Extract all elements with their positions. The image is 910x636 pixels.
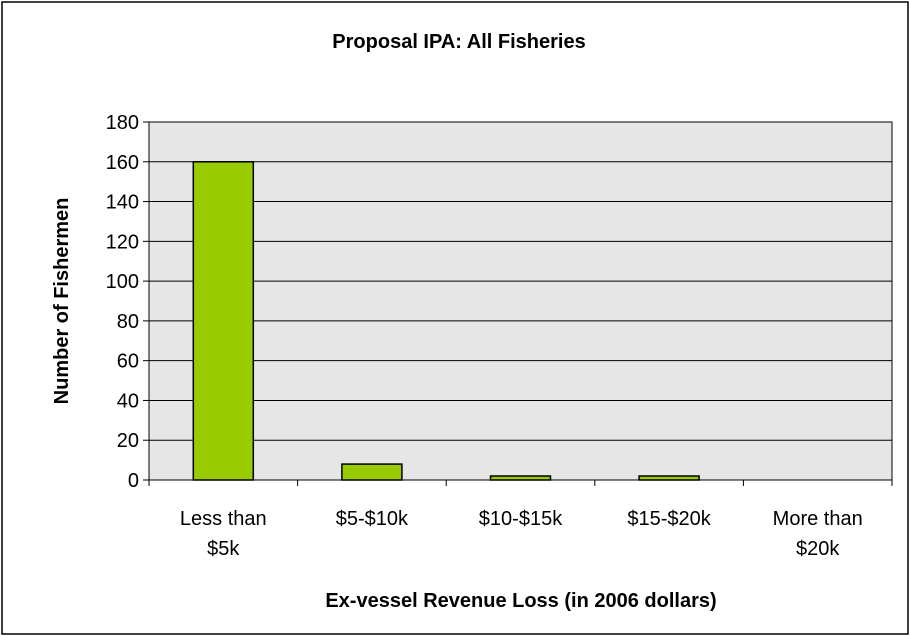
x-tick-label: $5-$10k (336, 508, 409, 530)
x-tick-label: More than (773, 508, 863, 530)
y-tick-label: 0 (128, 470, 139, 492)
bar-0 (192, 161, 255, 481)
y-tick-label: 80 (117, 311, 139, 333)
y-tick-label: 20 (117, 430, 139, 452)
bar-2 (489, 475, 552, 481)
y-tick-label: 180 (106, 112, 139, 134)
x-tick-label: $20k (796, 538, 840, 560)
bar-1 (341, 463, 403, 481)
y-tick-label: 120 (106, 231, 139, 253)
axes (143, 121, 893, 486)
x-tick-label: Less than (180, 508, 267, 530)
y-tick-labels: 0 20 40 60 80 100 120 140 160 180 (106, 112, 139, 492)
y-tick-label: 100 (106, 271, 139, 293)
y-tick-label: 160 (106, 152, 139, 174)
x-tick-labels: Less than $5k $5-$10k $10-$15k $15-$20k More … (180, 508, 863, 560)
x-tick-label: $15-$20k (627, 508, 711, 530)
x-axis-title: Ex-vessel Revenue Loss (in 2006 dollars) (325, 590, 716, 612)
bar-3 (638, 475, 700, 481)
chart-title: Proposal IPA: All Fisheries (332, 31, 585, 53)
y-tick-label: 140 (106, 192, 139, 214)
gridlines (149, 121, 892, 441)
x-tick-label: $5k (207, 538, 240, 560)
x-tick-label: $10-$15k (479, 508, 563, 530)
y-tick-label: 60 (117, 351, 139, 373)
plot-area (148, 121, 893, 481)
y-tick-label: 40 (117, 390, 139, 412)
y-axis-title: Number of Fishermen (51, 198, 73, 405)
